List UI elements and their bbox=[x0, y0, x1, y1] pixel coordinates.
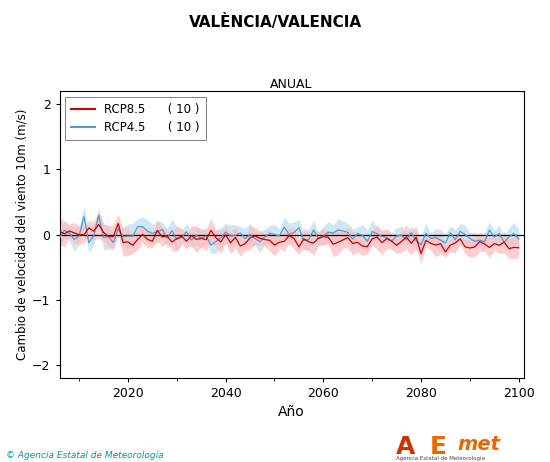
Text: met: met bbox=[458, 435, 500, 454]
Text: Agencia Estatal de Meteorología: Agencia Estatal de Meteorología bbox=[396, 456, 485, 461]
Y-axis label: Cambio de velocidad del viento 10m (m/s): Cambio de velocidad del viento 10m (m/s) bbox=[15, 109, 28, 360]
Text: E: E bbox=[430, 435, 447, 459]
Legend: RCP8.5      ( 10 ), RCP4.5      ( 10 ): RCP8.5 ( 10 ), RCP4.5 ( 10 ) bbox=[65, 97, 206, 140]
Title: ANUAL: ANUAL bbox=[271, 79, 313, 91]
X-axis label: Año: Año bbox=[278, 405, 305, 419]
Text: VALÈNCIA/VALENCIA: VALÈNCIA/VALENCIA bbox=[189, 14, 361, 30]
Text: © Agencia Estatal de Meteorología: © Agencia Estatal de Meteorología bbox=[6, 451, 163, 460]
Text: A: A bbox=[396, 435, 415, 459]
